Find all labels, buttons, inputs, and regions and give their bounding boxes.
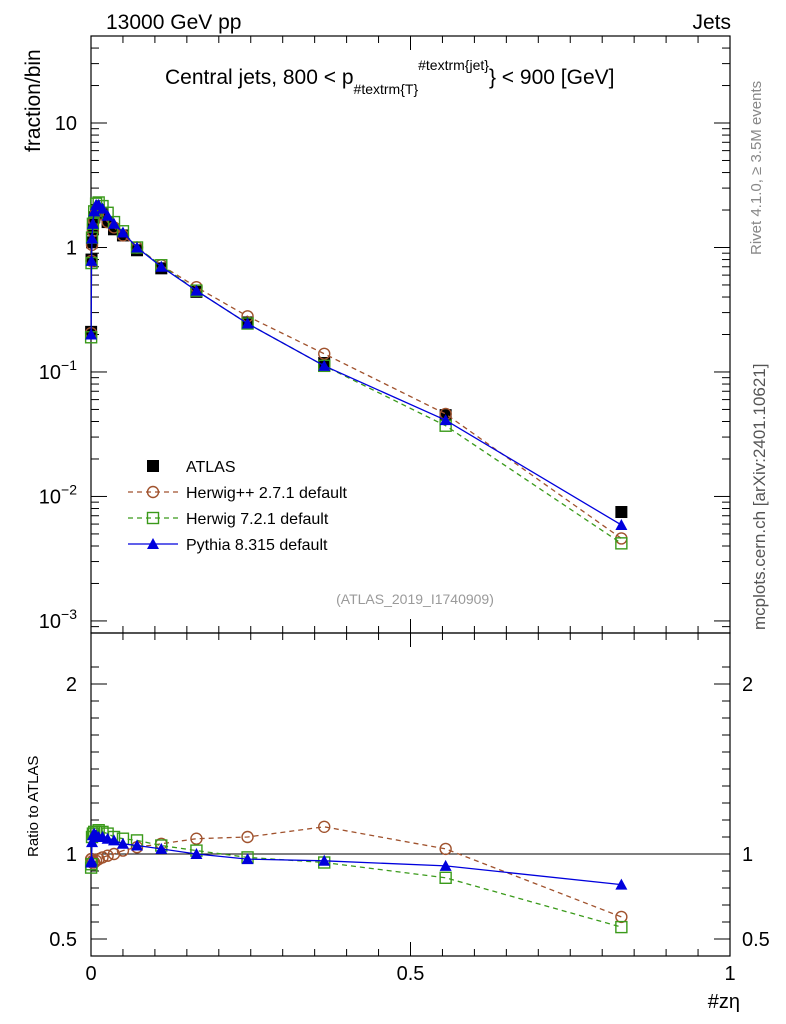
y-ratio-tick-label-right: 2 [742,674,753,696]
legend-label: ATLAS [186,459,236,476]
marker-triangle [241,317,254,329]
x-axis-label: #zη [708,991,740,1013]
marker-open-square [615,537,628,550]
chart-title: Central jets, 800 < p#textrm{T}#textrm{j… [165,57,614,97]
rivet-label: Rivet 4.1.0, ≥ 3.5M events [748,81,765,255]
marker-triangle [116,837,129,849]
marker-triangle [155,842,168,854]
marker-triangle [86,232,99,244]
series-line-main-3 [90,204,622,526]
y-ratio-tick-label-right: 1 [742,844,753,866]
marker-triangle [108,217,121,229]
ratio-frame [90,632,731,957]
marker-triangle [131,241,144,253]
marker-triangle [96,202,109,214]
x-tick-label: 1 [724,963,735,985]
marker-triangle [85,854,98,866]
marker-square [147,460,159,472]
marker-triangle [439,859,452,871]
series-line-main-2 [90,201,622,544]
y-main-tick-label: 10 [55,113,77,135]
marker-open-circle [190,832,203,845]
legend-label: Pythia 8.315 default [186,537,328,554]
series-line-ratio-1 [90,826,622,918]
watermark: (ATLAS_2019_I1740909) [336,591,494,607]
marker-triangle [318,854,331,866]
y-main-tick-label: 10−1 [39,357,77,384]
x-tick-label: 0.5 [397,963,425,985]
marker-open-circle [615,910,628,924]
marker-open-square [146,511,160,525]
x-tick-label: 0 [85,963,96,985]
marker-triangle [155,260,168,272]
marker-square [615,506,628,519]
marker-triangle [86,217,99,229]
marker-open-circle [96,851,109,864]
legend-label: Herwig 7.2.1 default [186,511,329,528]
marker-triangle [131,839,144,851]
y-main-tick-label: 1 [66,237,77,259]
marker-triangle [190,284,203,296]
y-ratio-tick-label: 1 [66,844,77,866]
series-line-ratio-2 [90,829,622,928]
marker-open-circle [241,830,254,844]
marker-open-square [615,920,628,934]
y-ratio-tick-label-right: 0.5 [742,929,770,951]
marker-open-circle [439,842,452,856]
marker-triangle [116,226,129,238]
legend-label: Herwig++ 2.7.1 default [186,485,348,502]
marker-triangle [615,878,628,890]
y-ratio-tick-label: 0.5 [49,929,77,951]
marker-triangle [101,209,114,221]
marker-triangle [318,359,331,371]
marker-triangle [241,853,254,865]
header-left: 13000 GeV pp [106,11,241,34]
y-axis-label-ratio: Ratio to ATLAS [25,756,42,857]
mcplots-label: mcplots.cern.ch [arXiv:2401.10621] [750,364,769,630]
marker-triangle [85,328,98,340]
y-ratio-tick-label: 2 [66,674,77,696]
marker-open-square [439,871,452,884]
marker-open-circle [101,849,114,862]
marker-open-circle [318,347,331,360]
y-main-tick-label: 10−2 [39,481,77,508]
marker-triangle [439,414,452,426]
marker-triangle [85,254,98,266]
marker-triangle [615,518,628,530]
marker-triangle [108,834,121,846]
y-main-tick-label: 10−3 [39,606,77,633]
marker-triangle [190,848,203,859]
y-axis-label-main: fraction/bin [22,49,45,152]
marker-open-circle [146,485,160,499]
marker-open-circle [318,820,331,833]
marker-triangle [147,538,159,549]
header-right: Jets [692,11,731,34]
marker-triangle [86,836,99,848]
series-line-ratio-3 [90,832,622,886]
